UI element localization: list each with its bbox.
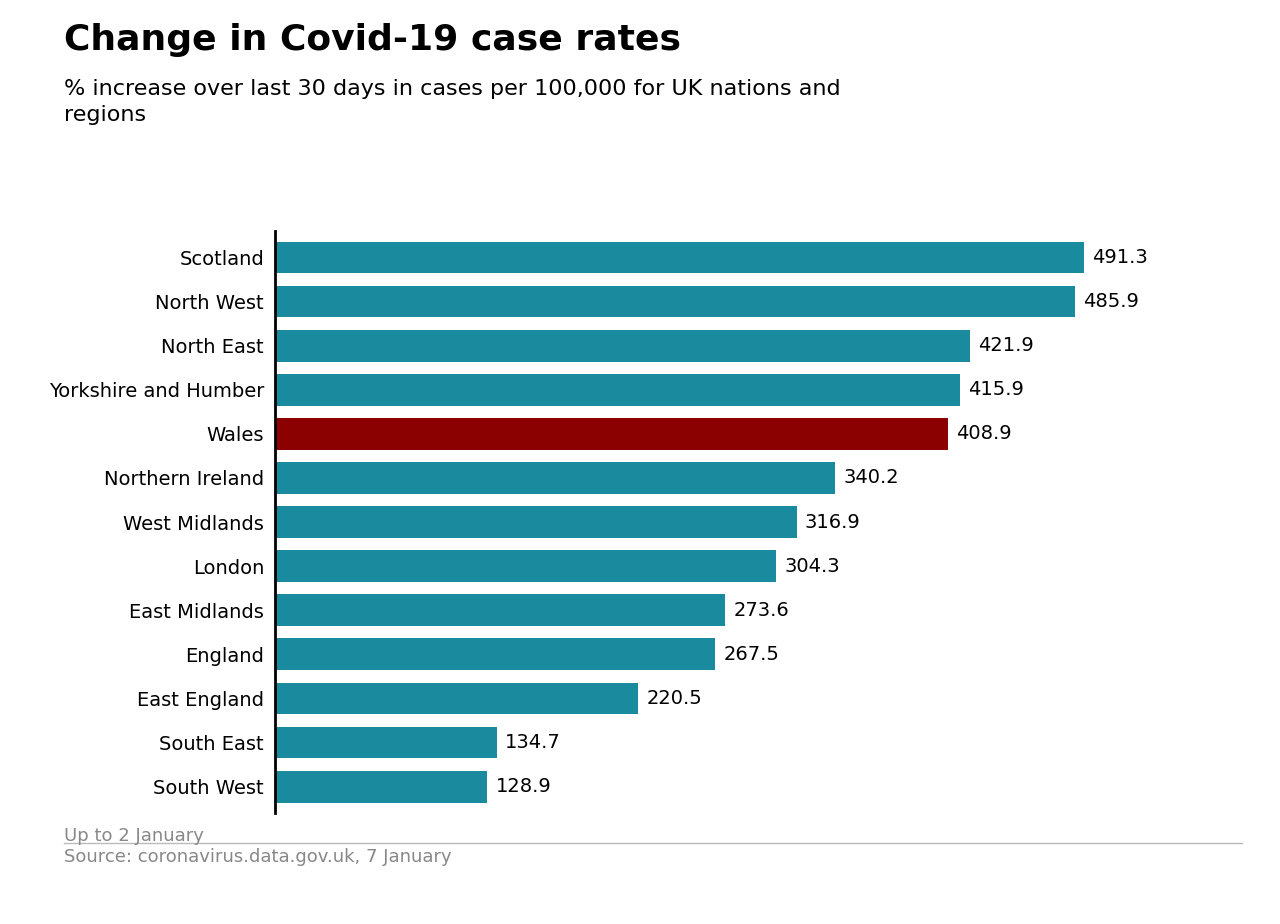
Bar xyxy=(275,330,969,361)
Text: 220.5: 220.5 xyxy=(646,689,701,708)
Text: Source: coronavirus.data.gov.uk, 7 January: Source: coronavirus.data.gov.uk, 7 Janua… xyxy=(64,848,452,866)
Bar xyxy=(275,462,835,493)
Bar xyxy=(275,638,716,670)
Text: % increase over last 30 days in cases per 100,000 for UK nations and
regions: % increase over last 30 days in cases pe… xyxy=(64,79,841,125)
Bar xyxy=(275,418,948,450)
Text: 304.3: 304.3 xyxy=(785,556,840,576)
Bar xyxy=(275,594,726,626)
Text: 408.9: 408.9 xyxy=(956,424,1012,444)
Text: 273.6: 273.6 xyxy=(733,601,790,620)
Text: 267.5: 267.5 xyxy=(723,645,780,663)
Bar xyxy=(275,241,1084,274)
Text: 491.3: 491.3 xyxy=(1092,248,1148,267)
Bar xyxy=(275,286,1075,318)
Text: 316.9: 316.9 xyxy=(805,513,860,531)
Bar xyxy=(275,374,960,406)
Text: 485.9: 485.9 xyxy=(1083,292,1139,311)
Bar xyxy=(275,771,488,803)
Text: 128.9: 128.9 xyxy=(495,777,552,796)
Text: 134.7: 134.7 xyxy=(506,733,561,752)
Text: 340.2: 340.2 xyxy=(844,468,899,488)
Text: 415.9: 415.9 xyxy=(968,381,1024,399)
Bar xyxy=(275,726,497,759)
Text: 421.9: 421.9 xyxy=(978,336,1033,355)
Bar xyxy=(275,551,776,582)
Bar xyxy=(275,506,796,538)
Text: BBC: BBC xyxy=(1170,876,1213,894)
Text: Up to 2 January: Up to 2 January xyxy=(64,827,204,845)
Bar xyxy=(275,683,637,714)
Text: Change in Covid-19 case rates: Change in Covid-19 case rates xyxy=(64,23,681,57)
